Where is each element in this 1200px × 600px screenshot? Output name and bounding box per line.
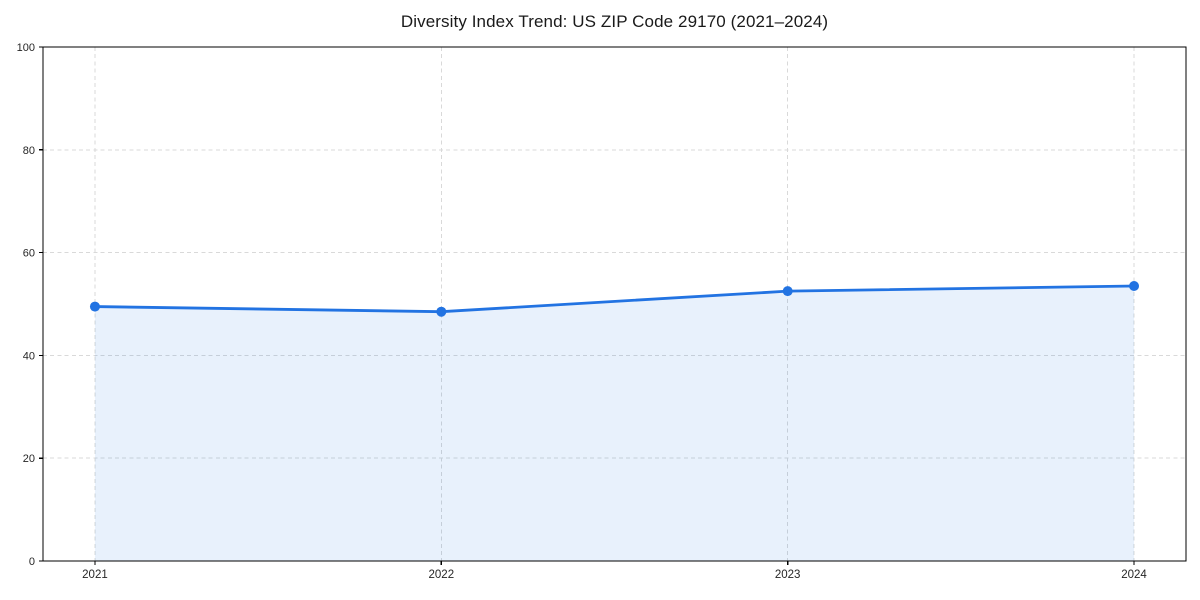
data-point-2023 — [782, 286, 793, 297]
y-tick-label: 100 — [17, 42, 35, 54]
data-point-2021 — [89, 301, 100, 312]
trend-line — [93, 284, 1136, 314]
y-tick-label: 80 — [23, 145, 35, 157]
y-tick-label: 60 — [23, 248, 35, 260]
y-tick-label: 0 — [29, 556, 35, 568]
y-tick-label: 20 — [23, 453, 35, 465]
x-tick-label: 2023 — [775, 569, 801, 581]
plot-border — [42, 46, 1187, 562]
x-tick-label: 2022 — [429, 569, 455, 581]
x-tick-label: 2021 — [82, 569, 108, 581]
data-point-2024 — [1129, 281, 1140, 292]
chart-title: Diversity Index Trend: US ZIP Code 29170… — [400, 12, 829, 31]
area-fill — [94, 286, 1135, 561]
y-tick-label: 40 — [23, 350, 35, 362]
x-tick-label: 2024 — [1121, 569, 1147, 581]
data-point-2022 — [436, 306, 447, 317]
